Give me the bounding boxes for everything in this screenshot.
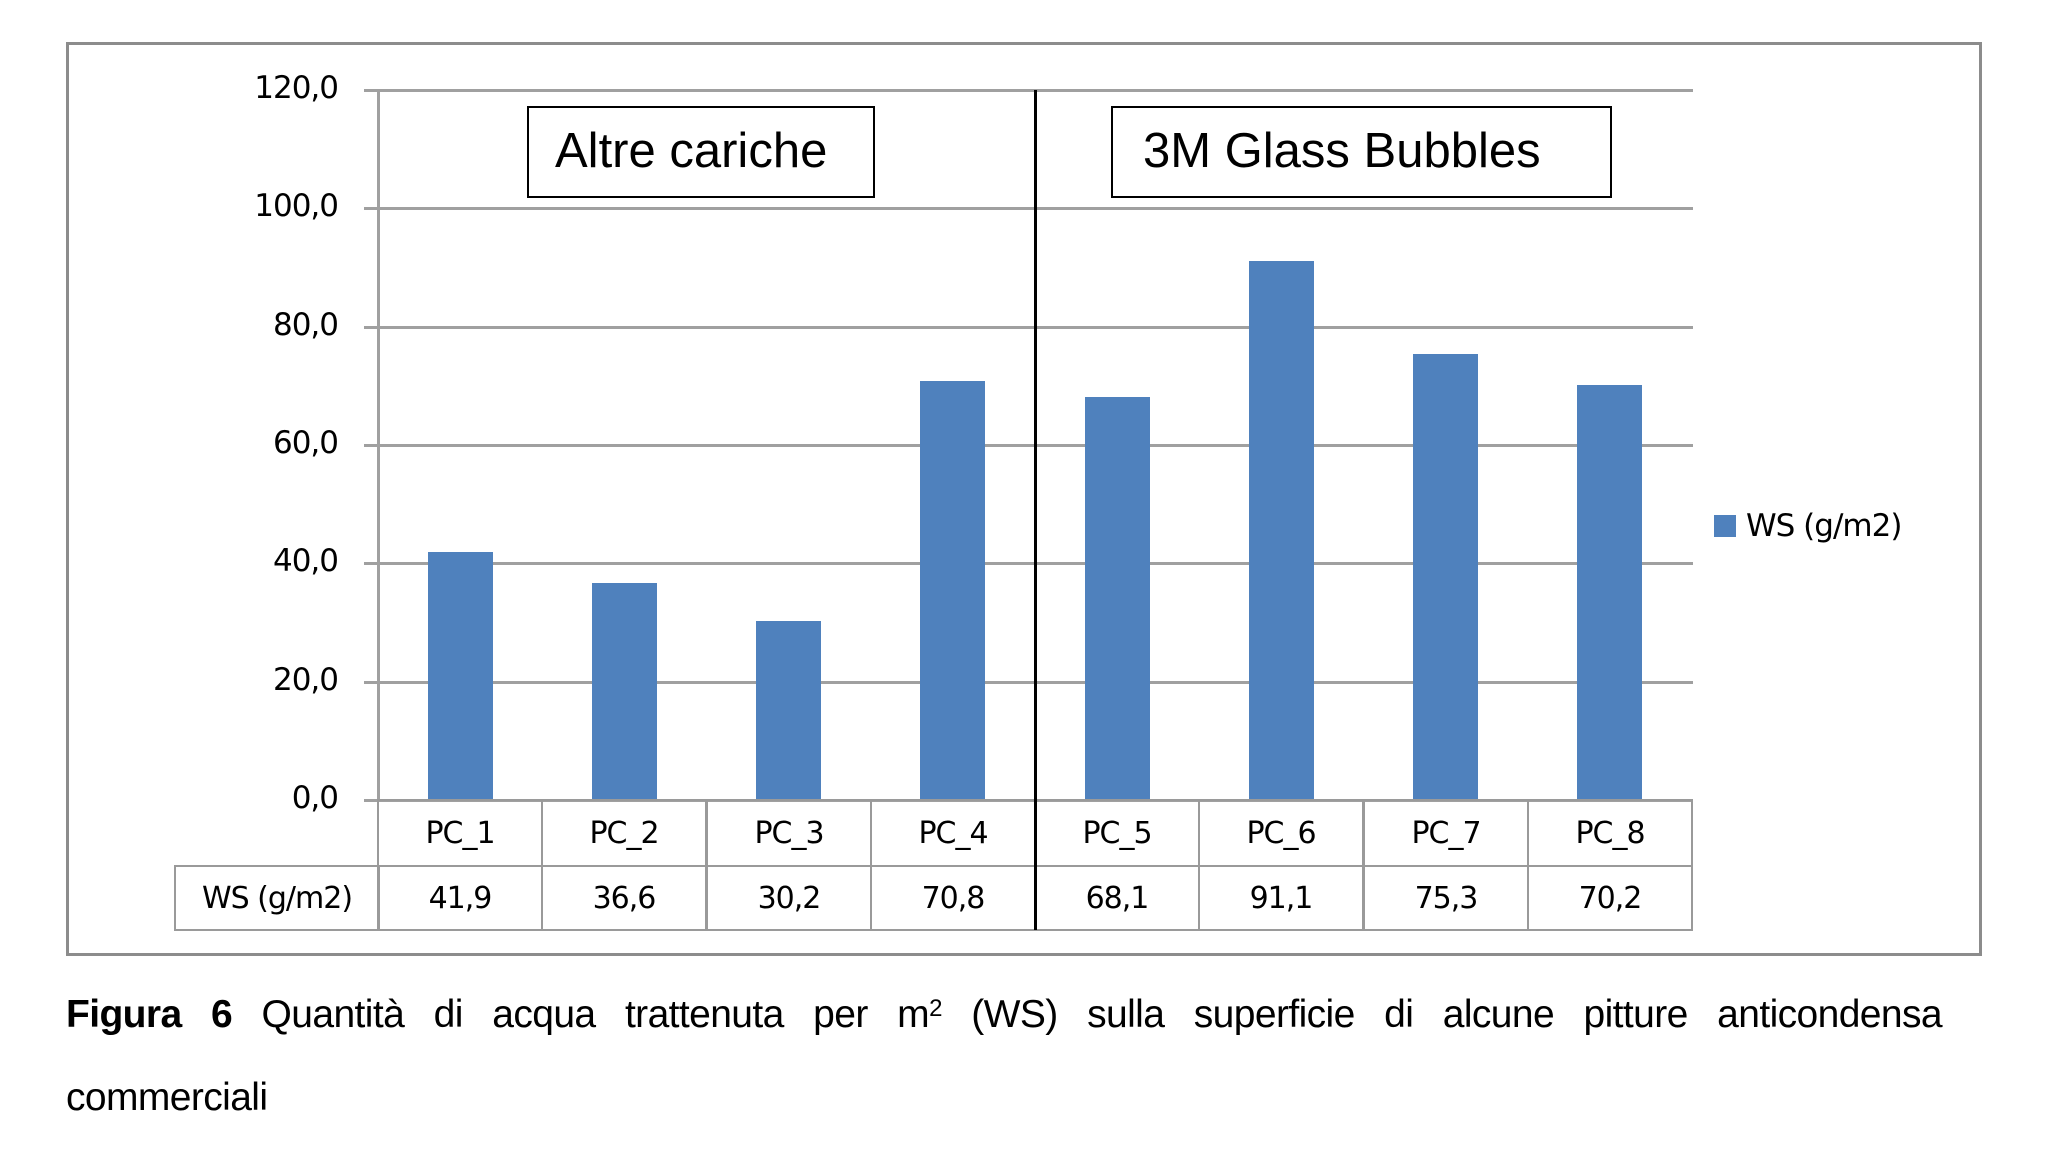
bar-pc-6 bbox=[1249, 261, 1314, 800]
gridline bbox=[364, 207, 1693, 210]
group-divider-line bbox=[1034, 90, 1037, 930]
gridline bbox=[364, 562, 1693, 565]
y-axis-line bbox=[377, 90, 380, 800]
chart-frame bbox=[66, 42, 1982, 956]
figure-caption-line2: commerciali bbox=[66, 1076, 268, 1119]
group-label-altre-cariche: Altre cariche bbox=[527, 106, 875, 198]
caption-superscript: 2 bbox=[929, 995, 942, 1022]
y-tick-label: 20,0 bbox=[272, 662, 339, 698]
table-header-cell: PC_5 bbox=[1034, 799, 1200, 867]
table-header-cell: PC_1 bbox=[377, 799, 543, 867]
y-tick-label: 0,0 bbox=[291, 780, 339, 816]
bar-pc-1 bbox=[428, 552, 493, 800]
y-tick-label: 120,0 bbox=[254, 70, 339, 106]
table-value-cell: 70,8 bbox=[870, 865, 1036, 931]
table-value-cell: 75,3 bbox=[1363, 865, 1529, 931]
table-value-cell: 91,1 bbox=[1198, 865, 1364, 931]
bar-pc-5 bbox=[1085, 397, 1150, 800]
caption-label: Figura 6 bbox=[66, 993, 233, 1036]
gridline bbox=[364, 326, 1693, 329]
table-header-cell: PC_7 bbox=[1363, 799, 1529, 867]
y-tick-label: 100,0 bbox=[254, 188, 339, 224]
y-tick-label: 80,0 bbox=[272, 307, 339, 343]
table-value-cell: 41,9 bbox=[377, 865, 543, 931]
y-tick-label: 40,0 bbox=[272, 543, 339, 579]
caption-text-cont: (WS) sulla superficie di alcune pitture … bbox=[941, 993, 1942, 1036]
figure-caption: Figura 6 Quantità di acqua trattenuta pe… bbox=[66, 993, 1943, 1037]
group-label-text: Altre cariche bbox=[555, 124, 828, 178]
bar-pc-3 bbox=[756, 621, 821, 800]
table-value-cell: 30,2 bbox=[706, 865, 872, 931]
table-header-cell: PC_2 bbox=[541, 799, 707, 867]
gridline bbox=[364, 444, 1693, 447]
legend-label: WS (g/m2) bbox=[1746, 508, 1902, 544]
bar-pc-2 bbox=[592, 583, 657, 800]
caption-text: Quantità di acqua trattenuta per m bbox=[232, 993, 930, 1036]
legend-swatch-icon bbox=[1714, 515, 1736, 537]
table-header-cell: PC_4 bbox=[870, 799, 1036, 867]
gridline bbox=[364, 89, 1693, 92]
table-value-cell: 68,1 bbox=[1034, 865, 1200, 931]
y-tick-label: 60,0 bbox=[272, 425, 339, 461]
group-label-3m-glass-bubbles: 3M Glass Bubbles bbox=[1111, 106, 1612, 198]
table-header-cell: PC_3 bbox=[706, 799, 872, 867]
bar-pc-8 bbox=[1577, 385, 1642, 800]
bar-pc-7 bbox=[1413, 354, 1478, 800]
table-header-cell: PC_8 bbox=[1527, 799, 1693, 867]
table-value-cell: 70,2 bbox=[1527, 865, 1693, 931]
table-value-cell: 36,6 bbox=[541, 865, 707, 931]
group-label-text: 3M Glass Bubbles bbox=[1143, 124, 1541, 178]
gridline bbox=[364, 681, 1693, 684]
table-header-cell: PC_6 bbox=[1198, 799, 1364, 867]
table-row-label: WS (g/m2) bbox=[174, 865, 380, 931]
bar-pc-4 bbox=[920, 381, 985, 800]
